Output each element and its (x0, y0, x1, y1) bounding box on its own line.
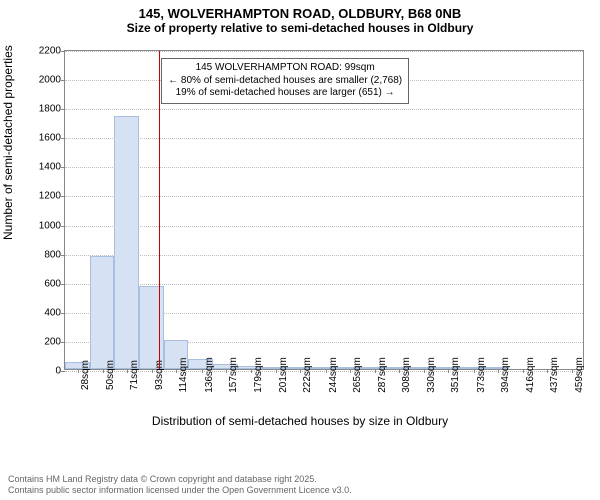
xtick-label: 330sqm (424, 357, 437, 393)
ytick-label: 0 (55, 366, 65, 377)
ytick-label: 1800 (39, 104, 65, 115)
y-axis-label: Number of semi-detached properties (1, 45, 15, 240)
annotation-line1: 145 WOLVERHAMPTON ROAD: 99sqm (168, 62, 402, 75)
xtick-label: 71sqm (127, 360, 140, 390)
xtick-label: 437sqm (547, 357, 560, 393)
chart-subtitle: Size of property relative to semi-detach… (0, 21, 600, 39)
xtick-label: 244sqm (326, 357, 339, 393)
xtick-label: 351sqm (448, 357, 461, 393)
gridline (65, 284, 583, 285)
histogram-bar (114, 116, 139, 369)
chart-area: Number of semi-detached properties 145 W… (0, 40, 600, 440)
footer-attribution: Contains HM Land Registry data © Crown c… (8, 474, 352, 497)
footer-line1: Contains HM Land Registry data © Crown c… (8, 474, 352, 485)
xtick-label: 114sqm (176, 358, 189, 393)
footer-line2: Contains public sector information licen… (8, 485, 352, 496)
gridline (65, 109, 583, 110)
ytick-label: 800 (44, 249, 65, 260)
xtick-label: 416sqm (523, 357, 536, 393)
ytick-label: 1000 (39, 220, 65, 231)
gridline (65, 255, 583, 256)
ytick-label: 1400 (39, 162, 65, 173)
ytick-label: 1600 (39, 133, 65, 144)
xtick-label: 394sqm (498, 357, 511, 393)
x-axis-label: Distribution of semi-detached houses by … (0, 414, 600, 428)
xtick-label: 265sqm (350, 357, 363, 393)
xtick-label: 136sqm (202, 357, 215, 393)
xtick-label: 157sqm (226, 357, 239, 393)
xtick-label: 287sqm (375, 357, 388, 393)
xtick-label: 201sqm (276, 357, 289, 393)
xtick-label: 373sqm (474, 357, 487, 393)
ytick-label: 2000 (39, 75, 65, 86)
gridline (65, 51, 583, 52)
marker-line (159, 51, 160, 369)
ytick-label: 600 (44, 278, 65, 289)
xtick-label: 50sqm (103, 360, 116, 390)
plot-area: 145 WOLVERHAMPTON ROAD: 99sqm ← 80% of s… (64, 50, 584, 370)
ytick-label: 2200 (39, 46, 65, 57)
gridline (65, 196, 583, 197)
ytick-label: 1200 (39, 191, 65, 202)
annotation-box: 145 WOLVERHAMPTON ROAD: 99sqm ← 80% of s… (161, 58, 409, 104)
ytick-label: 200 (44, 336, 65, 347)
xtick-label: 459sqm (572, 357, 585, 393)
xtick-label: 28sqm (78, 360, 91, 390)
xtick-label: 308sqm (399, 357, 412, 393)
chart-title: 145, WOLVERHAMPTON ROAD, OLDBURY, B68 0N… (0, 0, 600, 21)
annotation-line3: 19% of semi-detached houses are larger (… (168, 87, 402, 100)
gridline (65, 167, 583, 168)
annotation-line2: ← 80% of semi-detached houses are smalle… (168, 75, 402, 88)
xtick-label: 222sqm (300, 357, 313, 393)
gridline (65, 226, 583, 227)
xtick-label: 179sqm (251, 357, 264, 393)
ytick-label: 400 (44, 307, 65, 318)
gridline (65, 138, 583, 139)
histogram-bar (90, 256, 115, 369)
